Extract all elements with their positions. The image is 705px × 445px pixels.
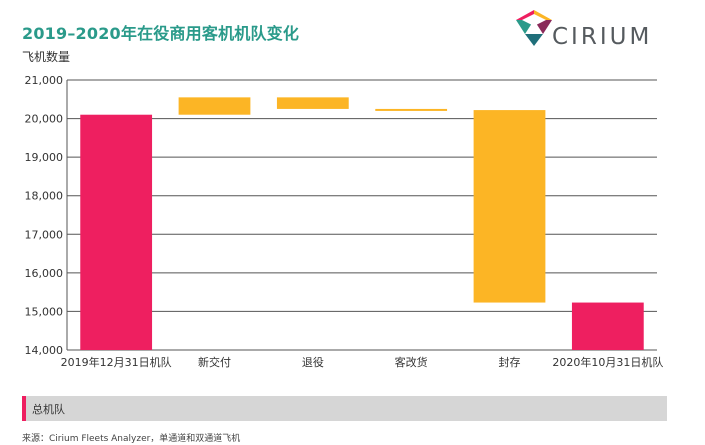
y-tick-label: 17,000 — [25, 228, 64, 241]
y-tick-label: 19,000 — [25, 151, 64, 164]
bar-change — [276, 97, 349, 109]
cirium-logo-text: CIRIUM — [552, 24, 653, 50]
y-tick-label: 15,000 — [25, 305, 64, 318]
x-tick-label: 客改货 — [395, 355, 428, 369]
x-tick-label: 退役 — [302, 355, 324, 369]
cirium-logo-icon — [516, 10, 552, 46]
x-tick-label: 封存 — [499, 355, 521, 369]
legend-label-total: 总机队 — [32, 403, 65, 416]
y-tick-label: 14,000 — [25, 344, 64, 357]
legend-swatch-total — [22, 396, 26, 421]
bar-change — [375, 108, 448, 111]
source-note: 来源：Cirium Fleets Analyzer，单通道和双通道飞机 — [22, 434, 241, 444]
y-tick-label: 20,000 — [25, 113, 64, 126]
bar-change — [178, 97, 251, 115]
chart-title: 2019–2020年在役商用客机机队变化 — [22, 24, 300, 43]
x-tick-label: 2019年12月31日机队 — [61, 355, 172, 369]
x-tick-label: 2020年10月31日机队 — [552, 355, 663, 369]
bar-change — [473, 110, 546, 303]
y-tick-label: 16,000 — [25, 267, 64, 280]
x-tick-label: 新交付 — [198, 355, 231, 369]
y-axis-unit-label: 飞机数量 — [22, 50, 71, 64]
y-tick-label: 18,000 — [25, 190, 64, 203]
bar-total — [80, 114, 153, 350]
bar-total — [571, 302, 644, 350]
y-tick-label: 21,000 — [25, 74, 64, 87]
legend-bar: 总机队 — [22, 396, 667, 421]
